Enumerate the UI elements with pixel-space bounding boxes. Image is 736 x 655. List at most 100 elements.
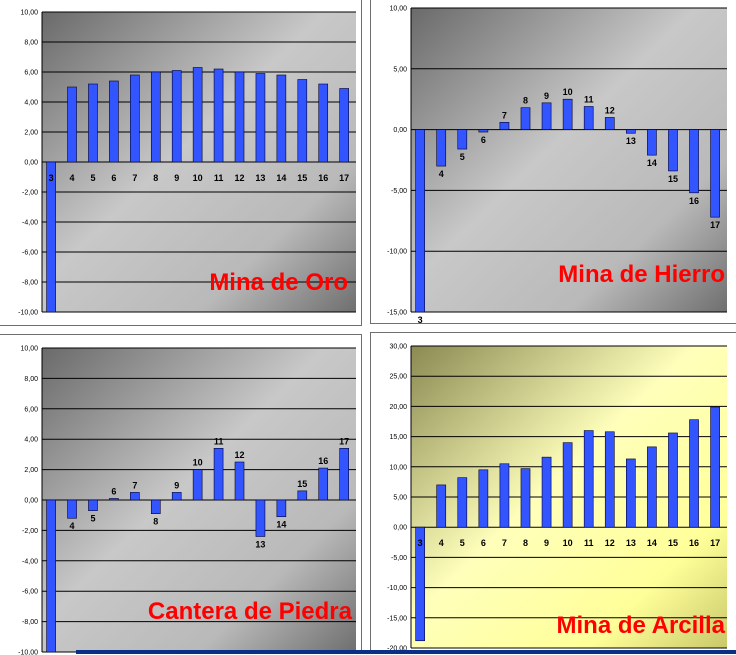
bar-cantera-de-piedra-14 [277, 500, 286, 517]
y-tick-label: -5,00 [391, 188, 407, 195]
bar-mina-de-arcilla-12 [605, 432, 614, 527]
category-label: 7 [502, 110, 507, 120]
chart-title: Cantera de Piedra [148, 598, 353, 625]
category-label: 3 [418, 538, 423, 548]
bar-mina-de-hierro-14 [647, 130, 656, 156]
bar-mina-de-arcilla-11 [584, 431, 593, 528]
bar-mina-de-hierro-4 [437, 130, 446, 166]
y-tick-label: 6,00 [24, 70, 38, 77]
bar-mina-de-hierro-17 [711, 130, 720, 218]
category-label: 5 [90, 173, 95, 183]
bar-mina-de-arcilla-13 [626, 459, 635, 527]
bar-mina-de-hierro-7 [500, 122, 509, 129]
bar-mina-de-oro-10 [193, 68, 202, 163]
y-tick-label: 4,00 [24, 437, 38, 444]
bar-cantera-de-piedra-3 [47, 500, 56, 652]
category-label: 11 [214, 173, 224, 183]
category-label: 13 [255, 173, 265, 183]
bar-mina-de-oro-9 [172, 71, 181, 163]
category-label: 8 [523, 96, 528, 106]
category-label: 16 [318, 173, 328, 183]
y-tick-label: -6,00 [22, 250, 38, 257]
category-label: 12 [234, 450, 244, 460]
bar-cantera-de-piedra-16 [319, 468, 328, 500]
window-bottom-strip [76, 650, 736, 654]
category-label: 11 [584, 94, 594, 104]
y-tick-label: -8,00 [22, 280, 38, 287]
y-tick-label: 10,00 [389, 6, 407, 13]
y-tick-label: -4,00 [22, 220, 38, 227]
bar-cantera-de-piedra-10 [193, 470, 202, 500]
category-label: 12 [234, 173, 244, 183]
y-tick-label: 2,00 [24, 467, 38, 474]
category-label: 4 [70, 521, 75, 531]
category-label: 13 [626, 136, 636, 146]
category-label: 17 [339, 436, 349, 446]
category-label: 7 [132, 173, 137, 183]
category-label: 17 [710, 220, 720, 230]
chart-title: Mina de Oro [209, 269, 348, 296]
chart-title: Mina de Hierro [558, 261, 725, 288]
bar-mina-de-oro-14 [277, 75, 286, 162]
y-tick-label: 0,00 [24, 498, 38, 505]
category-label: 8 [153, 173, 158, 183]
bar-mina-de-arcilla-4 [437, 485, 446, 527]
bar-cantera-de-piedra-8 [151, 500, 160, 514]
category-label: 6 [111, 173, 116, 183]
y-tick-label: 0,00 [24, 160, 38, 167]
category-label: 9 [544, 538, 549, 548]
bar-mina-de-oro-15 [298, 80, 307, 163]
bar-cantera-de-piedra-4 [68, 500, 77, 518]
y-tick-label: 8,00 [24, 376, 38, 383]
y-tick-label: 30,00 [389, 344, 407, 351]
bar-mina-de-arcilla-15 [668, 433, 677, 527]
bar-cantera-de-piedra-7 [130, 492, 139, 500]
category-label: 11 [584, 538, 594, 548]
y-tick-label: 20,00 [389, 404, 407, 411]
bar-mina-de-hierro-8 [521, 108, 530, 130]
bar-mina-de-oro-11 [214, 69, 223, 162]
bar-mina-de-oro-8 [151, 72, 160, 162]
category-label: 11 [214, 436, 224, 446]
category-label: 15 [668, 538, 678, 548]
y-tick-label: -2,00 [22, 190, 38, 197]
bar-mina-de-hierro-15 [668, 130, 677, 171]
bar-mina-de-arcilla-17 [711, 407, 720, 527]
y-tick-label: 6,00 [24, 406, 38, 413]
bar-cantera-de-piedra-13 [256, 500, 265, 536]
category-label: 10 [193, 173, 203, 183]
category-label: 10 [563, 87, 573, 97]
bar-mina-de-arcilla-5 [458, 478, 467, 528]
bar-mina-de-arcilla-16 [690, 420, 699, 528]
bar-chart-mina-de-oro: -10,00-8,00-6,00-4,00-2,000,002,004,006,… [0, 0, 362, 326]
bar-mina-de-hierro-11 [584, 106, 593, 129]
category-label: 7 [502, 538, 507, 548]
y-tick-label: 5,00 [393, 495, 407, 502]
y-tick-label: -4,00 [22, 558, 38, 565]
bar-mina-de-oro-6 [109, 81, 118, 162]
y-tick-label: 2,00 [24, 130, 38, 137]
bar-mina-de-oro-13 [256, 74, 265, 163]
y-tick-label: 5,00 [393, 66, 407, 73]
category-label: 6 [111, 486, 116, 496]
chart-title: Mina de Arcilla [557, 612, 726, 639]
y-tick-label: -2,00 [22, 528, 38, 535]
bar-mina-de-hierro-16 [690, 130, 699, 193]
bar-mina-de-arcilla-6 [479, 470, 488, 527]
bar-cantera-de-piedra-15 [298, 491, 307, 500]
category-label: 12 [605, 105, 615, 115]
category-label: 15 [297, 479, 307, 489]
category-label: 9 [174, 480, 179, 490]
y-tick-label: 0,00 [393, 127, 407, 134]
bar-mina-de-arcilla-8 [521, 469, 530, 528]
y-tick-label: -6,00 [22, 589, 38, 596]
category-label: 3 [418, 315, 423, 324]
bar-chart-cantera-de-piedra: -10,00-8,00-6,00-4,00-2,000,002,004,006,… [0, 335, 362, 655]
bar-mina-de-hierro-6 [479, 130, 488, 132]
category-label: 13 [626, 538, 636, 548]
category-label: 17 [339, 173, 349, 183]
category-label: 4 [439, 538, 444, 548]
